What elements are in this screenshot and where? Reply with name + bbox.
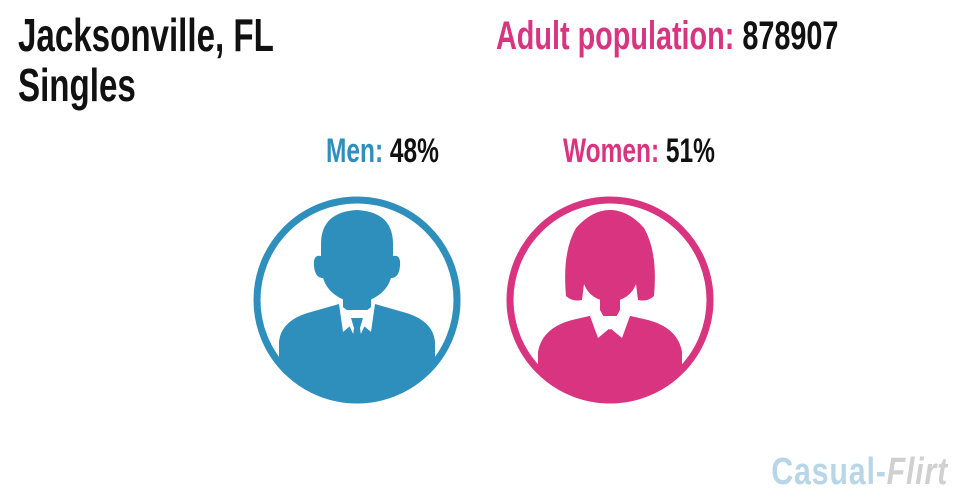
men-label: Men: bbox=[326, 132, 384, 170]
page-title: Jacksonville, FL Singles bbox=[18, 10, 274, 110]
brand-part1: Casual bbox=[771, 451, 876, 493]
adult-population: Adult population: 878907 bbox=[496, 14, 838, 58]
woman-avatar-icon bbox=[506, 196, 714, 404]
brand-logo: Casual-Flirt bbox=[771, 451, 948, 494]
title-subtitle: Singles bbox=[18, 59, 136, 111]
women-label: Women: bbox=[563, 132, 660, 170]
adult-population-label: Adult population: bbox=[496, 14, 735, 58]
brand-separator: - bbox=[875, 451, 887, 493]
men-stat: Men: 48% bbox=[326, 132, 439, 170]
man-avatar-icon bbox=[253, 196, 461, 404]
title-city: Jacksonville, FL bbox=[18, 9, 274, 61]
women-value: 51% bbox=[665, 132, 715, 170]
women-stat: Women: 51% bbox=[563, 132, 715, 170]
men-value: 48% bbox=[389, 132, 439, 170]
brand-part2: Flirt bbox=[886, 451, 948, 493]
adult-population-value: 878907 bbox=[742, 14, 839, 58]
